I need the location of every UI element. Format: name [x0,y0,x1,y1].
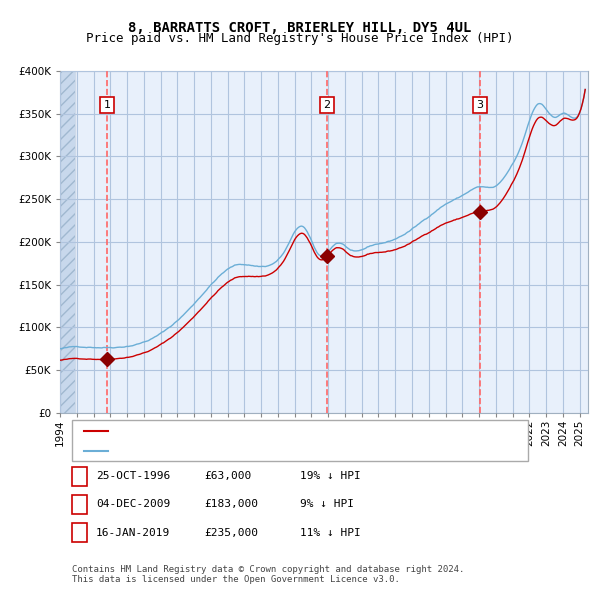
Text: 04-DEC-2009: 04-DEC-2009 [96,500,170,509]
Text: £63,000: £63,000 [204,471,251,481]
Bar [60,71,75,413]
Text: HPI: Average price, detached house, Dudley: HPI: Average price, detached house, Dudl… [111,446,373,455]
Text: 11% ↓ HPI: 11% ↓ HPI [300,528,361,537]
Text: £235,000: £235,000 [204,528,258,537]
Text: Price paid vs. HM Land Registry's House Price Index (HPI): Price paid vs. HM Land Registry's House … [86,32,514,45]
Text: 19% ↓ HPI: 19% ↓ HPI [300,471,361,481]
Text: 2: 2 [76,500,83,509]
Text: 16-JAN-2019: 16-JAN-2019 [96,528,170,537]
Text: 2: 2 [323,100,331,110]
Text: £183,000: £183,000 [204,500,258,509]
Bar [60,71,75,413]
Text: 1: 1 [76,471,83,481]
Text: 25-OCT-1996: 25-OCT-1996 [96,471,170,481]
Text: 8, BARRATTS CROFT, BRIERLEY HILL, DY5 4UL: 8, BARRATTS CROFT, BRIERLEY HILL, DY5 4U… [128,21,472,35]
Text: 8, BARRATTS CROFT, BRIERLEY HILL, DY5 4UL (detached house): 8, BARRATTS CROFT, BRIERLEY HILL, DY5 4U… [111,426,473,435]
Text: 3: 3 [476,100,483,110]
Text: Contains HM Land Registry data © Crown copyright and database right 2024.
This d: Contains HM Land Registry data © Crown c… [72,565,464,584]
Text: 3: 3 [76,528,83,537]
Text: 9% ↓ HPI: 9% ↓ HPI [300,500,354,509]
Text: 1: 1 [104,100,110,110]
